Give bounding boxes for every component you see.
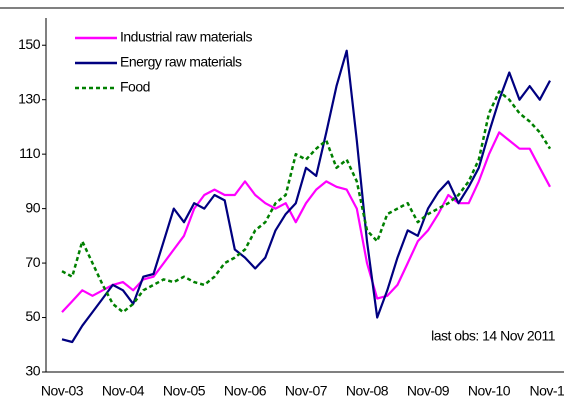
series-line (61, 49, 551, 344)
x-tick-label: Nov-03 (41, 383, 84, 399)
x-tick-label: Nov-08 (346, 383, 389, 399)
x-tick-label: Nov-11 (529, 383, 564, 399)
legend-label: Energy raw materials (120, 54, 242, 70)
x-tick-label: Nov-09 (407, 383, 450, 399)
y-tick-label: 130 (18, 90, 41, 106)
x-tick-label: Nov-07 (285, 383, 328, 399)
y-tick-label: 90 (25, 199, 40, 215)
y-tick-label: 150 (18, 36, 41, 52)
series-line (61, 131, 551, 313)
x-tick-label: Nov-06 (224, 383, 267, 399)
y-tick-label: 50 (25, 308, 40, 324)
y-tick-label: 30 (25, 363, 40, 379)
y-tick-label: 110 (19, 145, 41, 161)
x-tick-label: Nov-04 (102, 383, 145, 399)
series-line (61, 90, 552, 314)
legend-label: Food (120, 79, 150, 95)
legend-label: Industrial raw materials (120, 29, 252, 45)
x-tick-label: Nov-05 (163, 383, 206, 399)
annotation: last obs: 14 Nov 2011 (431, 328, 556, 344)
y-tick-label: 70 (25, 254, 40, 270)
x-tick-label: Nov-10 (468, 383, 511, 399)
